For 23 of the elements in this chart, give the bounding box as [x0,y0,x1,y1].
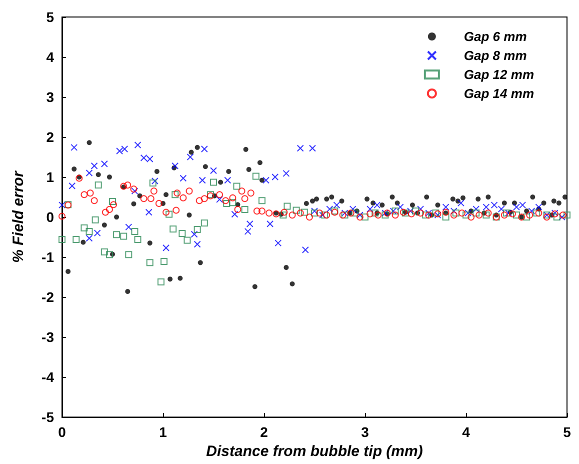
y-tick-label: -5 [42,409,54,426]
y-tick-label: 4 [46,49,54,66]
y-tick-label: -4 [42,369,54,386]
x-tick-label: 2 [260,424,268,440]
x-axis-title: Distance from bubble tip (mm) [206,443,423,460]
y-tick-label: 5 [46,9,54,25]
y-tick-label: 1 [46,169,54,186]
legend-label: Gap 6 mm [464,29,528,44]
legend-label: Gap 8 mm [464,48,528,63]
x-tick-label: 4 [462,424,470,440]
y-tick-label: 3 [46,89,54,106]
legend-label: Gap 12 mm [464,67,534,82]
x-tick-label: 3 [361,424,370,440]
y-tick-label: 2 [46,129,54,146]
x-tick-label: 1 [159,424,168,440]
y-tick-label: -2 [42,289,54,306]
x-tick-label: 0 [58,424,66,440]
y-tick-label: 0 [46,209,54,226]
y-tick-label: -3 [42,329,54,346]
legend-label: Gap 14 mm [464,86,534,101]
y-tick-label: -1 [42,249,54,266]
x-tick-label: 5 [563,424,572,440]
y-axis-title: % Field error [10,170,27,263]
